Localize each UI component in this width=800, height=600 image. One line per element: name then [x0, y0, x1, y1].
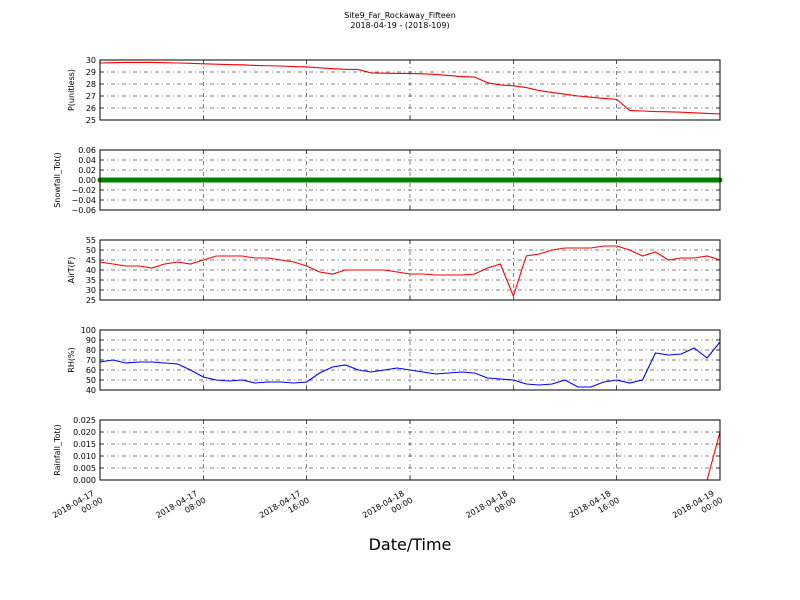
y-tick-label: 70 — [86, 356, 96, 365]
y-tick-label: 0.015 — [73, 440, 96, 449]
data-line — [99, 245, 721, 298]
plot-frame — [99, 59, 721, 121]
plot-frame — [99, 149, 721, 211]
y-tick-label: 100 — [81, 326, 96, 335]
figure-title: Site9_Far_Rockaway_Fifteen — [344, 11, 456, 20]
y-axis-label: RH(%) — [67, 347, 76, 372]
y-tick-label: 60 — [86, 366, 96, 375]
y-tick-label: 50 — [86, 246, 96, 255]
y-tick-label: 55 — [86, 236, 96, 245]
y-tick-label: 90 — [86, 336, 96, 345]
y-tick-label: 29 — [86, 68, 96, 77]
y-tick-label: 25 — [86, 116, 96, 125]
y-tick-label: 26 — [86, 104, 96, 113]
plot-frame — [99, 239, 721, 301]
data-line — [99, 61, 721, 115]
x-tick-label: 2018-04-1808:00 — [464, 487, 517, 529]
y-tick-label: 0.025 — [73, 416, 96, 425]
y-tick-label: 28 — [86, 80, 96, 89]
y-tick-label: −0.04 — [71, 196, 96, 205]
y-tick-label: 0.06 — [78, 146, 96, 155]
y-tick-label: 25 — [86, 296, 96, 305]
y-tick-label: 0.00 — [78, 176, 96, 185]
y-tick-label: 80 — [86, 346, 96, 355]
y-tick-label: 0.010 — [73, 452, 96, 461]
y-tick-label: 0.04 — [78, 156, 96, 165]
x-tick-label: 2018-04-1700:00 — [51, 487, 104, 529]
data-line — [99, 341, 721, 388]
x-tick-label: 2018-04-1800:00 — [361, 487, 414, 529]
y-axis-label: AirT(F) — [67, 257, 76, 284]
x-tick-label: 2018-04-1708:00 — [154, 487, 207, 529]
y-tick-label: 40 — [86, 386, 96, 395]
plot-frame — [99, 329, 721, 391]
y-axis-label: Snowfall_Tot() — [53, 152, 62, 208]
y-tick-label: 35 — [86, 276, 96, 285]
y-tick-label: 27 — [86, 92, 96, 101]
x-axis-label: Date/Time — [369, 535, 452, 554]
y-axis-label: Rainfall_Tot() — [53, 424, 62, 476]
x-tick-label: 2018-04-1816:00 — [568, 487, 621, 529]
y-tick-label: 0.000 — [73, 476, 96, 485]
y-axis-label: P(unitless) — [67, 69, 76, 111]
x-tick-label: 2018-04-1900:00 — [671, 487, 724, 529]
plot-frame — [99, 419, 721, 481]
y-tick-label: 30 — [86, 286, 96, 295]
y-tick-label: 0.005 — [73, 464, 96, 473]
y-tick-label: 45 — [86, 256, 96, 265]
y-tick-label: 50 — [86, 376, 96, 385]
figure-subtitle: 2018-04-19 - (2018-109) — [350, 21, 449, 30]
y-tick-label: 0.020 — [73, 428, 96, 437]
y-tick-label: 0.02 — [78, 166, 96, 175]
x-tick-label: 2018-04-1716:00 — [258, 487, 311, 529]
y-tick-label: 40 — [86, 266, 96, 275]
y-tick-label: −0.06 — [71, 206, 96, 215]
y-tick-label: 30 — [86, 56, 96, 65]
y-tick-label: −0.02 — [71, 186, 96, 195]
